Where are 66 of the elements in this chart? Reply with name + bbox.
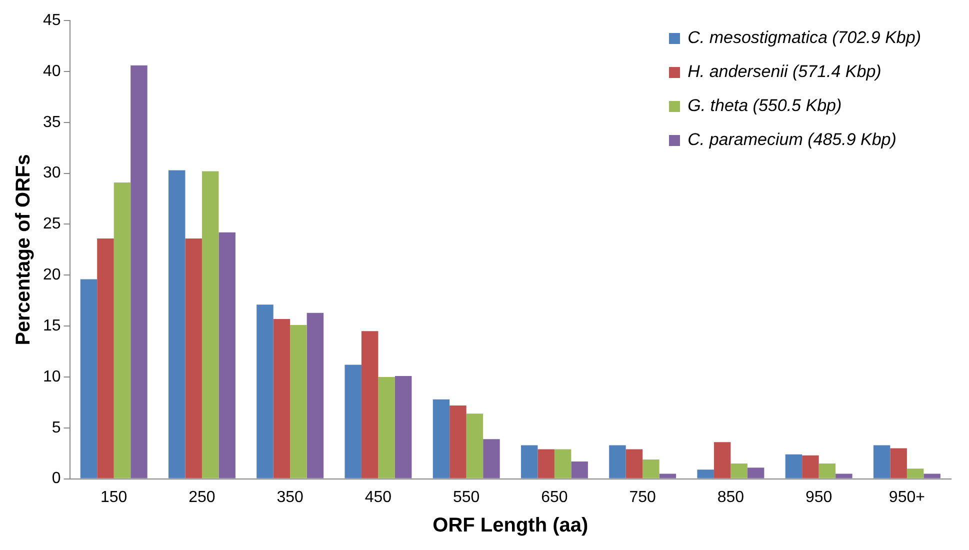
bar: [344, 364, 362, 478]
y-tick-label: 30: [43, 164, 61, 182]
legend-label: G. theta (550.5 Kbp): [688, 96, 842, 116]
bar: [818, 464, 836, 478]
legend-label: H. andersenii (571.4 Kbp): [688, 62, 882, 82]
bar: [80, 279, 98, 478]
bar: [659, 474, 676, 478]
x-axis-title: ORF Length (aa): [432, 514, 588, 537]
bar: [202, 171, 219, 478]
y-tick-label: 25: [43, 216, 61, 233]
bar: [609, 445, 626, 478]
bar: [483, 439, 500, 478]
y-tick-label: 5: [52, 419, 61, 436]
bar: [697, 470, 714, 478]
y-tick-label: 0: [52, 470, 61, 488]
bar: [890, 448, 907, 478]
bar: [642, 459, 660, 478]
y-axis-title: Percentage of ORFs: [12, 154, 35, 346]
x-tick-label: 350: [276, 488, 304, 506]
bar: [924, 474, 940, 478]
bar: [290, 325, 307, 478]
bar: [571, 461, 588, 478]
bar: [97, 238, 114, 478]
bar: [256, 304, 274, 478]
x-tick-label: 250: [188, 488, 216, 506]
y-tick-label: 40: [43, 62, 61, 80]
bar: [730, 464, 748, 478]
bar: [906, 468, 924, 478]
x-tick-label: 550: [452, 488, 480, 506]
bar: [802, 455, 819, 478]
bar: [273, 318, 290, 478]
legend-label: C. paramecium (485.9 Kbp): [688, 130, 896, 150]
bar: [432, 399, 450, 478]
y-tick-label: 10: [43, 368, 61, 386]
bar: [747, 468, 764, 478]
y-tick-label: 35: [43, 114, 61, 131]
legend-label: C. mesostigmatica (702.9 Kbp): [688, 28, 921, 48]
bar: [306, 312, 324, 478]
bar: [394, 376, 412, 478]
x-tick-label: 950: [805, 488, 832, 506]
x-tick-label: 150: [100, 488, 128, 506]
x-tick-label: 850: [717, 488, 744, 506]
bar: [218, 232, 236, 478]
bar: [378, 376, 395, 478]
y-tick-label: 20: [43, 266, 61, 284]
bar: [785, 454, 802, 478]
y-tick-label: 45: [43, 12, 61, 30]
bar: [466, 414, 484, 478]
bar: [361, 331, 378, 478]
bar: [168, 170, 186, 478]
bar: [185, 238, 202, 478]
bar: [450, 405, 466, 478]
x-tick-label: 950+: [888, 488, 925, 506]
bar: [873, 445, 890, 478]
bar: [554, 449, 572, 478]
bar: [130, 65, 148, 478]
bar: [836, 474, 852, 478]
bar: [538, 449, 554, 478]
bar: [114, 182, 131, 478]
y-tick-label: 15: [43, 317, 61, 334]
x-tick-label: 450: [364, 488, 392, 506]
bar: [626, 449, 643, 478]
bar: [520, 445, 538, 478]
bar: [714, 442, 731, 478]
x-tick-label: 650: [541, 488, 568, 506]
x-tick-label: 750: [629, 488, 656, 506]
